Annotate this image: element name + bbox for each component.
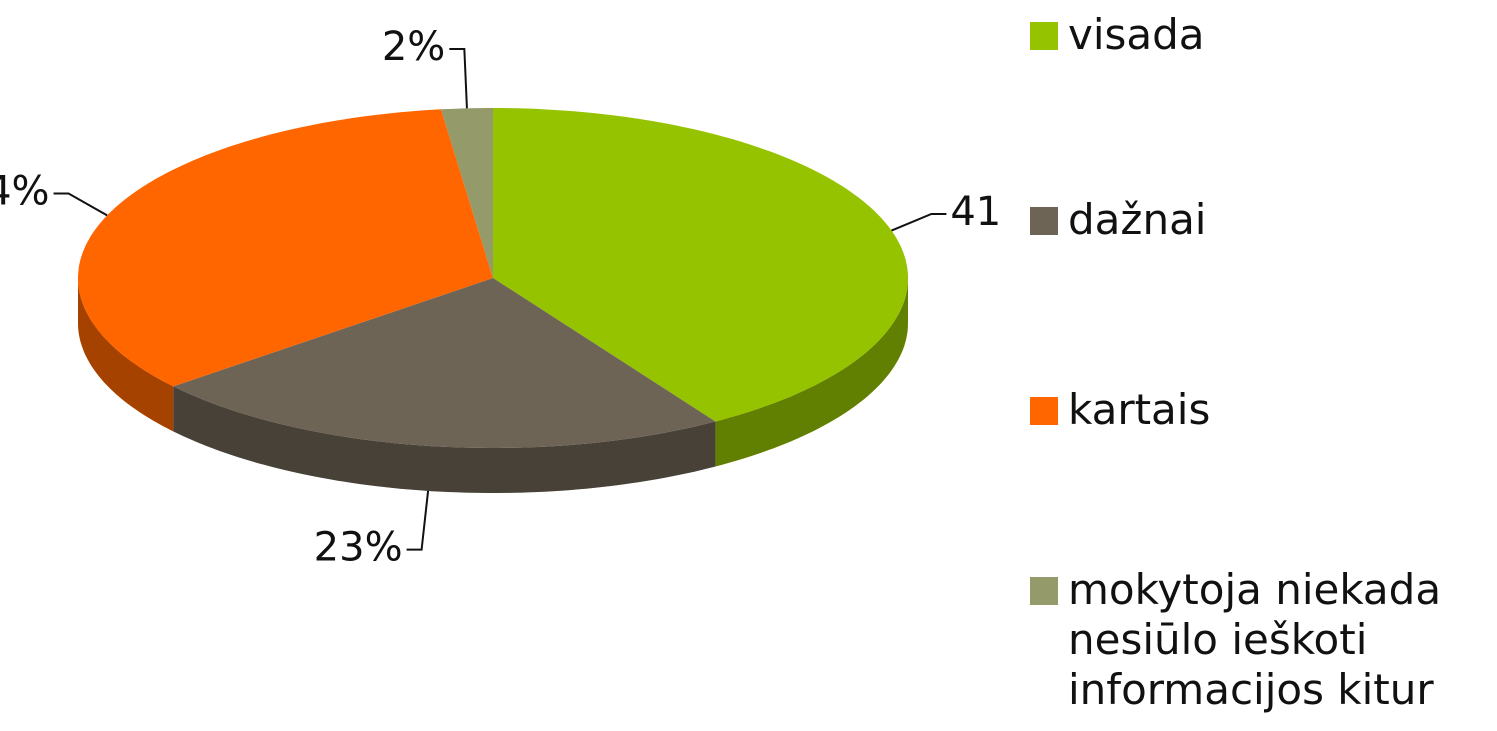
slice-side bbox=[78, 278, 174, 432]
legend-swatch bbox=[1030, 22, 1058, 50]
legend-item: visada bbox=[1030, 10, 1490, 60]
legend-item: dažnai bbox=[1030, 195, 1490, 245]
data-label: 23% bbox=[314, 525, 403, 571]
slice-side-shade bbox=[78, 278, 174, 432]
legend-label: dažnai bbox=[1068, 195, 1207, 244]
pie-area: 41% 23% 34% 2% bbox=[0, 24, 1000, 571]
slice-side bbox=[173, 386, 716, 493]
leader-line bbox=[53, 192, 108, 217]
leader-line bbox=[449, 47, 468, 109]
slice bbox=[173, 278, 716, 448]
slice-side bbox=[715, 278, 908, 467]
slice-side-shade bbox=[173, 386, 716, 493]
data-label: 2% bbox=[382, 24, 445, 70]
data-label: 34% bbox=[0, 169, 50, 215]
slice-side-shade bbox=[715, 278, 908, 467]
legend-item: kartais bbox=[1030, 385, 1490, 435]
legend-swatch bbox=[1030, 397, 1058, 425]
legend-swatch bbox=[1030, 207, 1058, 235]
legend-label: mokytoja niekada nesiūlo ieškoti informa… bbox=[1068, 565, 1442, 714]
data-label: 41% bbox=[950, 189, 1000, 235]
leader-line bbox=[891, 212, 947, 232]
legend-swatch bbox=[1030, 577, 1058, 605]
slice bbox=[78, 109, 493, 387]
legend-label: visada bbox=[1068, 10, 1205, 59]
slice bbox=[441, 108, 493, 278]
legend-label: kartais bbox=[1068, 385, 1211, 434]
slice bbox=[493, 108, 908, 422]
leader-line bbox=[406, 490, 430, 551]
legend-item: mokytoja niekada nesiūlo ieškoti informa… bbox=[1030, 565, 1490, 715]
